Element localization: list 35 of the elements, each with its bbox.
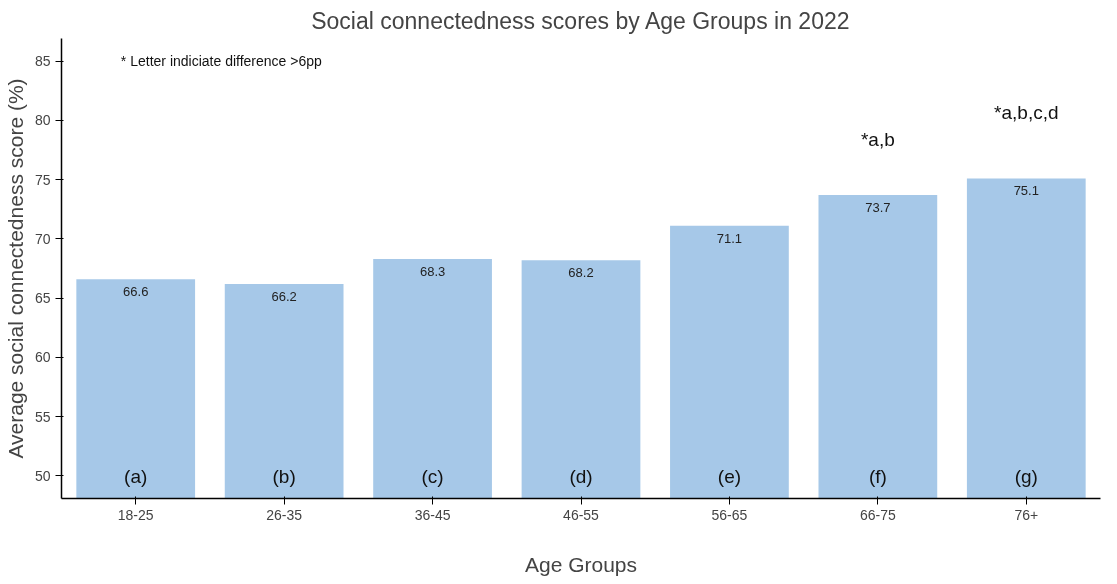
x-tick-label: 36-45 xyxy=(414,506,451,523)
annotation: (b) xyxy=(272,465,296,487)
data-label: 71.1 xyxy=(716,230,743,246)
data-label: 75.1 xyxy=(1013,183,1039,199)
y-tick-label: 80 xyxy=(34,112,51,129)
y-tick-label: 50 xyxy=(34,467,51,484)
annotation: (c) xyxy=(421,465,444,487)
y-tick-label: 65 xyxy=(34,290,51,307)
x-tick-label: 56-65 xyxy=(711,506,748,523)
x-tick-label: 18-25 xyxy=(117,506,154,523)
annotation: (e) xyxy=(717,465,742,487)
x-tick-label: 76+ xyxy=(1014,506,1039,523)
x-axis-title: Age Groups xyxy=(524,552,638,576)
data-label: 66.6 xyxy=(123,284,149,300)
data-label: 68.2 xyxy=(568,265,594,281)
data-label: 66.2 xyxy=(271,288,297,304)
x-tick-label: 66-75 xyxy=(859,506,896,523)
x-tick-label: 46-55 xyxy=(563,506,600,523)
data-label: 68.3 xyxy=(419,264,446,280)
x-tick-label: 26-35 xyxy=(266,506,303,523)
annotation: *a,b,c,d xyxy=(994,102,1059,124)
y-tick-label: 85 xyxy=(34,53,51,70)
annotation: (f) xyxy=(868,465,887,487)
y-axis-title: Average social connectedness score (%) xyxy=(3,78,27,459)
annotation: *a,b xyxy=(860,128,895,150)
y-tick-label: 55 xyxy=(34,408,51,425)
annotation: (d) xyxy=(569,465,593,487)
y-tick-label: 75 xyxy=(34,171,51,188)
annotation: * Letter indiciate difference >6pp xyxy=(120,52,323,69)
chart-title: Social connectedness scores by Age Groups in 2022 xyxy=(311,7,850,34)
annotation: (a) xyxy=(124,465,148,487)
data-label: 73.7 xyxy=(865,199,891,215)
y-tick-label: 60 xyxy=(34,349,51,366)
annotation: (g) xyxy=(1014,465,1038,487)
y-tick-label: 70 xyxy=(34,230,51,247)
